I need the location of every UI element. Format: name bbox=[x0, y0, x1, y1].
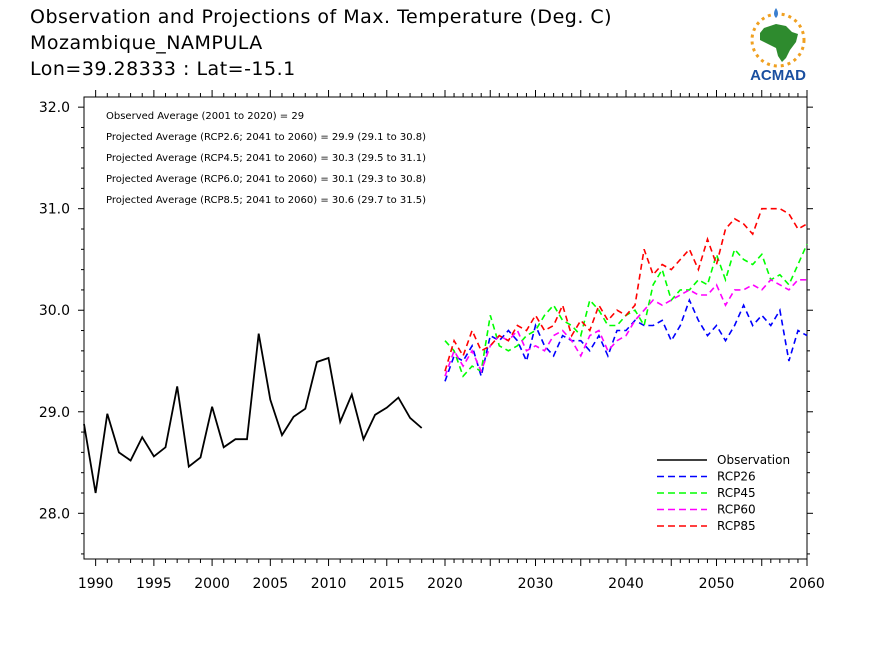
y-tick-label: 32.0 bbox=[39, 100, 70, 116]
sun-rays bbox=[750, 12, 806, 68]
africa-sun-logo-icon: ACMAD bbox=[736, 6, 820, 84]
x-tick-label: 2020 bbox=[427, 576, 463, 592]
annotation-line: Projected Average (RCP2.6; 2041 to 2060)… bbox=[106, 132, 426, 143]
chart-title-line-3: Lon=39.28333 : Lat=-15.1 bbox=[30, 58, 296, 80]
legend-label-rcp45: RCP45 bbox=[717, 486, 756, 500]
acmad-logo-text: ACMAD bbox=[750, 67, 806, 84]
chart-title-line-2: Mozambique_NAMPULA bbox=[30, 32, 263, 54]
x-tick-label: 2030 bbox=[518, 576, 554, 592]
legend-label-observation: Observation bbox=[717, 453, 790, 467]
water-drop-icon bbox=[774, 8, 778, 18]
y-tick-label: 29.0 bbox=[39, 405, 70, 421]
series-line-rcp60 bbox=[444, 278, 807, 377]
acmad-logo-graphic: ACMAD bbox=[750, 8, 806, 84]
x-tick-label: 1995 bbox=[136, 576, 172, 592]
legend-label-rcp26: RCP26 bbox=[717, 470, 756, 484]
y-tick-label: 31.0 bbox=[39, 202, 70, 218]
annotation-line: Projected Average (RCP6.0; 2041 to 2060)… bbox=[106, 174, 426, 185]
x-tick-label: 2005 bbox=[253, 576, 289, 592]
series-line-observation bbox=[83, 333, 423, 494]
series-line-rcp85 bbox=[444, 207, 808, 372]
legend-label-rcp60: RCP60 bbox=[717, 503, 756, 517]
legend-label-rcp85: RCP85 bbox=[717, 519, 756, 533]
annotation-line: Projected Average (RCP4.5; 2041 to 2060)… bbox=[106, 153, 426, 164]
x-tick-label: 2050 bbox=[699, 576, 735, 592]
chart-title-line-1: Observation and Projections of Max. Temp… bbox=[30, 6, 613, 28]
annotation-line: Projected Average (RCP8.5; 2041 to 2060)… bbox=[106, 195, 426, 206]
x-tick-label: 2040 bbox=[608, 576, 644, 592]
y-tick-label: 28.0 bbox=[39, 506, 70, 522]
x-tick-label: 2060 bbox=[789, 576, 825, 592]
series-line-rcp26 bbox=[444, 297, 808, 382]
plot-frame bbox=[83, 96, 808, 560]
x-tick-label: 2010 bbox=[311, 576, 347, 592]
y-tick-label: 30.0 bbox=[39, 303, 70, 319]
x-tick-label: 2015 bbox=[369, 576, 405, 592]
annotation-line: Observed Average (2001 to 2020) = 29 bbox=[106, 111, 304, 122]
x-tick-label: 2000 bbox=[194, 576, 230, 592]
x-tick-label: 1990 bbox=[78, 576, 114, 592]
series-line-rcp45 bbox=[444, 243, 808, 378]
africa-shape bbox=[760, 24, 798, 62]
